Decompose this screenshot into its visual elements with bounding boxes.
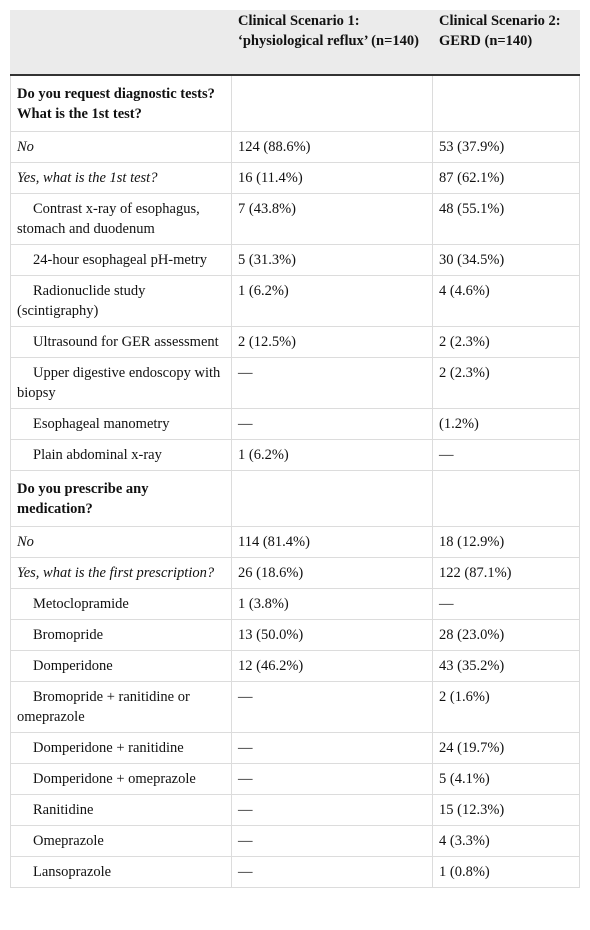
value-cell: 4 (4.6%) [432,274,580,327]
row-label: Radionuclide study (scintigraphy) [10,274,232,327]
table-body: Do you request diagnostic tests? What is… [10,74,580,888]
value-cell: 16 (11.4%) [231,161,433,194]
row-label: Bromopride [10,618,232,651]
empty-cell [432,74,580,132]
item-row: Omeprazole —4 (3.3%) [10,824,580,857]
value-cell: — [231,824,433,857]
value-cell: 48 (55.1%) [432,192,580,245]
row-label: 24-hour esophageal pH-metry [10,243,232,276]
value-cell: — [432,587,580,620]
answer-row: No 124 (88.6%) 53 (37.9%) [10,130,580,163]
value-cell: 13 (50.0%) [231,618,433,651]
item-row: Ultrasound for GER assessment 2 (12.5%) 2 … [10,325,580,358]
item-row: Domperidone + omeprazole —5 (4.1%) [10,762,580,795]
value-cell: 15 (12.3%) [432,793,580,826]
value-cell: (1.2%) [432,407,580,440]
value-cell: 5 (31.3%) [231,243,433,276]
value-cell: 122 (87.1%) [432,556,580,589]
value-cell: 30 (34.5%) [432,243,580,276]
header-cell [10,10,232,76]
row-label: Domperidone + omeprazole [10,762,232,795]
value-cell: 5 (4.1%) [432,762,580,795]
section-title: Do you prescribe any medication? [10,469,232,527]
header-cell: Clinical Scenario 2: GERD (n=140) [432,10,580,76]
row-label: No [10,130,232,163]
value-cell: 4 (3.3%) [432,824,580,857]
empty-cell [231,469,433,527]
value-cell: 53 (37.9%) [432,130,580,163]
row-label: No [10,525,232,558]
answer-row: Yes, what is the first prescription? 26 (… [10,556,580,589]
value-cell: 2 (1.6%) [432,680,580,733]
value-cell: — [432,438,580,471]
value-cell: 7 (43.8%) [231,192,433,245]
value-cell: — [231,793,433,826]
value-cell: — [231,762,433,795]
answer-row: Yes, what is the 1st test? 16 (11.4%) 87 (… [10,161,580,194]
header-cell: Clinical Scenario 1: ‘physiological refl… [231,10,433,76]
row-label: Bromopride + ranitidine or omeprazole [10,680,232,733]
value-cell: 87 (62.1%) [432,161,580,194]
item-row: Radionuclide study (scintigraphy) 1 (6.2%… [10,274,580,327]
value-cell: 12 (46.2%) [231,649,433,682]
results-table: Clinical Scenario 1: ‘physiological refl… [10,10,580,888]
item-row: Plain abdominal x-ray 1 (6.2%) — [10,438,580,471]
value-cell: 1 (0.8%) [432,855,580,888]
table-header: Clinical Scenario 1: ‘physiological refl… [10,10,580,76]
row-label: Lansoprazole [10,855,232,888]
value-cell: — [231,356,433,409]
answer-row: No 114 (81.4%) 18 (12.9%) [10,525,580,558]
value-cell: 28 (23.0%) [432,618,580,651]
section-row: Do you request diagnostic tests? What is… [10,74,580,132]
value-cell: — [231,731,433,764]
value-cell: 18 (12.9%) [432,525,580,558]
section-row: Do you prescribe any medication? [10,469,580,527]
item-row: Contrast x-ray of esophagus, stomach and… [10,192,580,245]
row-label: Contrast x-ray of esophagus, stomach and… [10,192,232,245]
section-title: Do you request diagnostic tests? What is… [10,74,232,132]
row-label: Domperidone + ranitidine [10,731,232,764]
value-cell: 1 (6.2%) [231,438,433,471]
value-cell: 1 (6.2%) [231,274,433,327]
empty-cell [432,469,580,527]
row-label: Upper digestive endoscopy with biopsy [10,356,232,409]
item-row: 24-hour esophageal pH-metry 5 (31.3%) 30 (… [10,243,580,276]
item-row: Upper digestive endoscopy with biopsy —2 … [10,356,580,409]
value-cell: 26 (18.6%) [231,556,433,589]
value-cell: 2 (2.3%) [432,356,580,409]
row-label: Omeprazole [10,824,232,857]
row-label: Metoclopramide [10,587,232,620]
value-cell: 114 (81.4%) [231,525,433,558]
value-cell: 124 (88.6%) [231,130,433,163]
value-cell: — [231,407,433,440]
value-cell: 1 (3.8%) [231,587,433,620]
header-row: Clinical Scenario 1: ‘physiological refl… [10,10,580,76]
item-row: Lansoprazole —1 (0.8%) [10,855,580,888]
row-label: Ultrasound for GER assessment [10,325,232,358]
item-row: Domperidone 12 (46.2%) 43 (35.2%) [10,649,580,682]
row-label: Yes, what is the first prescription? [10,556,232,589]
value-cell: 24 (19.7%) [432,731,580,764]
row-label: Ranitidine [10,793,232,826]
item-row: Domperidone + ranitidine —24 (19.7%) [10,731,580,764]
row-label: Plain abdominal x-ray [10,438,232,471]
row-label: Yes, what is the 1st test? [10,161,232,194]
item-row: Ranitidine —15 (12.3%) [10,793,580,826]
value-cell: — [231,680,433,733]
value-cell: 2 (2.3%) [432,325,580,358]
item-row: Bromopride + ranitidine or omeprazole —2 … [10,680,580,733]
empty-cell [231,74,433,132]
row-label: Domperidone [10,649,232,682]
item-row: Bromopride 13 (50.0%) 28 (23.0%) [10,618,580,651]
item-row: Metoclopramide 1 (3.8%) — [10,587,580,620]
row-label: Esophageal manometry [10,407,232,440]
item-row: Esophageal manometry — (1.2%) [10,407,580,440]
value-cell: 43 (35.2%) [432,649,580,682]
value-cell: 2 (12.5%) [231,325,433,358]
value-cell: — [231,855,433,888]
